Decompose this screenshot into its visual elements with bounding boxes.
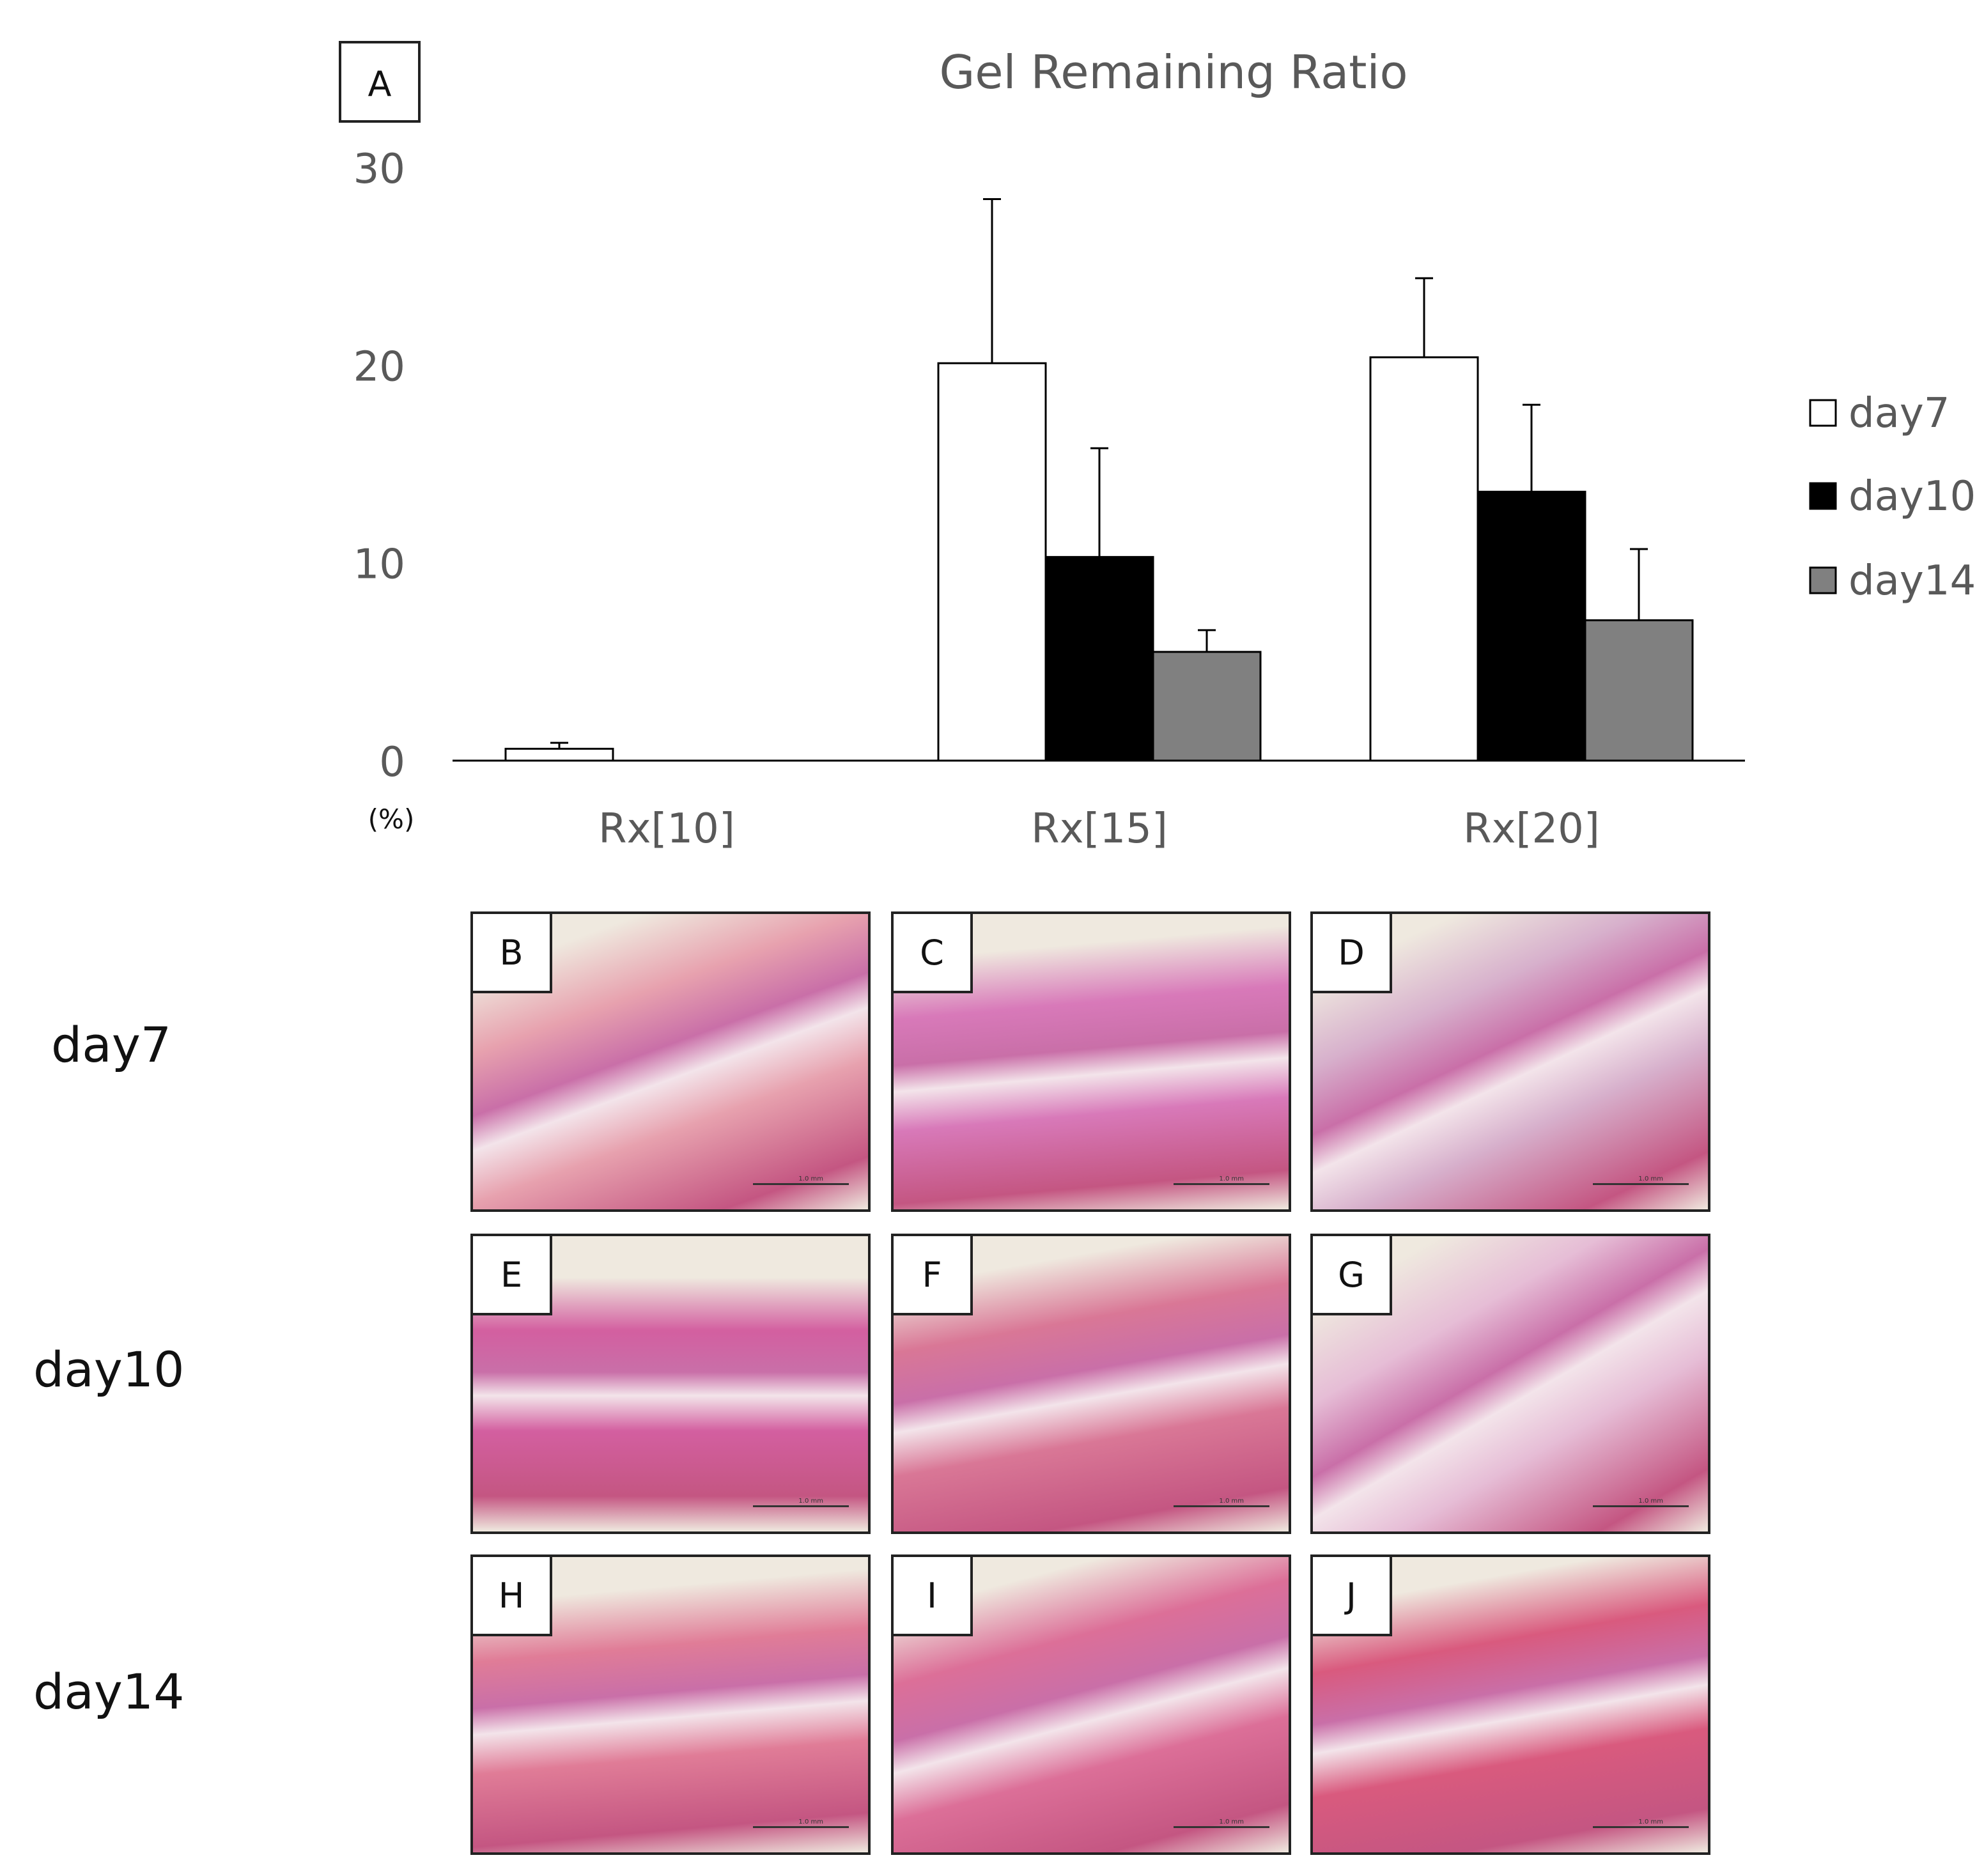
histology-panel-h: H 1.0 mm [470, 1554, 871, 1855]
scale-bar [1174, 1505, 1269, 1507]
legend-swatch-day10 [1809, 482, 1837, 510]
panel-letter-a: A [368, 64, 392, 104]
x-tick-label: Rx[10] [598, 805, 735, 850]
scale-bar [1174, 1183, 1269, 1185]
histology-panel-c: C 1.0 mm [891, 911, 1291, 1212]
histology-panel-i: I 1.0 mm [891, 1554, 1291, 1855]
panel-letter: E [473, 1236, 552, 1315]
legend-swatch-day14 [1809, 566, 1837, 594]
row-label-day7: day7 [51, 1016, 172, 1073]
scale-bar [753, 1183, 849, 1185]
y-axis-unit-label: (%) [368, 803, 415, 835]
scale-bar [1174, 1826, 1269, 1828]
bar-day7-2 [1369, 356, 1479, 762]
x-tick-label: Rx[20] [1463, 805, 1600, 850]
bar-day10-2 [1477, 490, 1586, 762]
panel-letter: I [894, 1557, 973, 1636]
scale-bar-label: 1.0 mm [1219, 1498, 1244, 1505]
legend-label-day10: day10 [1849, 473, 1976, 520]
scale-bar-label: 1.0 mm [1219, 1818, 1244, 1826]
scale-bar-label: 1.0 mm [798, 1498, 823, 1505]
row-label-day14: day14 [33, 1663, 185, 1720]
scale-bar [753, 1826, 849, 1828]
panel-letter: G [1313, 1236, 1392, 1315]
scale-bar-label: 1.0 mm [1638, 1498, 1663, 1505]
bar-day7-1 [937, 362, 1047, 762]
scale-bar [1593, 1183, 1689, 1185]
bar-day14-1 [1152, 651, 1262, 762]
scale-bar [1593, 1826, 1689, 1828]
scale-bar [1593, 1505, 1689, 1507]
scale-bar-label: 1.0 mm [1219, 1175, 1244, 1182]
scale-bar-label: 1.0 mm [1638, 1818, 1663, 1826]
y-tick-label: 20 [353, 343, 405, 391]
histology-panel-e: E 1.0 mm [470, 1234, 871, 1534]
panel-letter-box-a [339, 41, 421, 123]
scale-bar [753, 1505, 849, 1507]
legend-label-day14: day14 [1849, 557, 1976, 605]
scale-bar-label: 1.0 mm [1638, 1175, 1663, 1182]
panel-letter: C [894, 914, 973, 993]
histology-panel-d: D 1.0 mm [1310, 911, 1710, 1212]
y-tick-label: 0 [379, 739, 405, 786]
row-label-day10: day10 [33, 1341, 185, 1398]
panel-letter: B [473, 914, 552, 993]
bar-chart: A Gel Remaining Ratio 0 10 20 30 (%) Rx[10]… [339, 41, 1976, 850]
panel-letter: D [1313, 914, 1392, 993]
scale-bar-label: 1.0 mm [798, 1818, 823, 1826]
histology-panel-j: J 1.0 mm [1310, 1554, 1710, 1855]
bar-day7-0 [504, 747, 614, 762]
legend-swatch-day7 [1809, 399, 1837, 427]
bar-day14-2 [1584, 619, 1694, 762]
y-tick-label: 30 [353, 146, 405, 193]
y-tick-label: 10 [353, 541, 405, 589]
histology-panel-b: B 1.0 mm [470, 911, 871, 1212]
bar-day10-1 [1044, 555, 1154, 762]
x-tick-label: Rx[15] [1031, 805, 1168, 850]
chart-title: Gel Remaining Ratio [939, 45, 1407, 99]
histology-panel-f: F 1.0 mm [891, 1234, 1291, 1534]
panel-letter: J [1313, 1557, 1392, 1636]
histology-panel-g: G 1.0 mm [1310, 1234, 1710, 1534]
scale-bar-label: 1.0 mm [798, 1175, 823, 1182]
panel-letter: F [894, 1236, 973, 1315]
panel-letter: H [473, 1557, 552, 1636]
legend-label-day7: day7 [1849, 390, 1950, 437]
